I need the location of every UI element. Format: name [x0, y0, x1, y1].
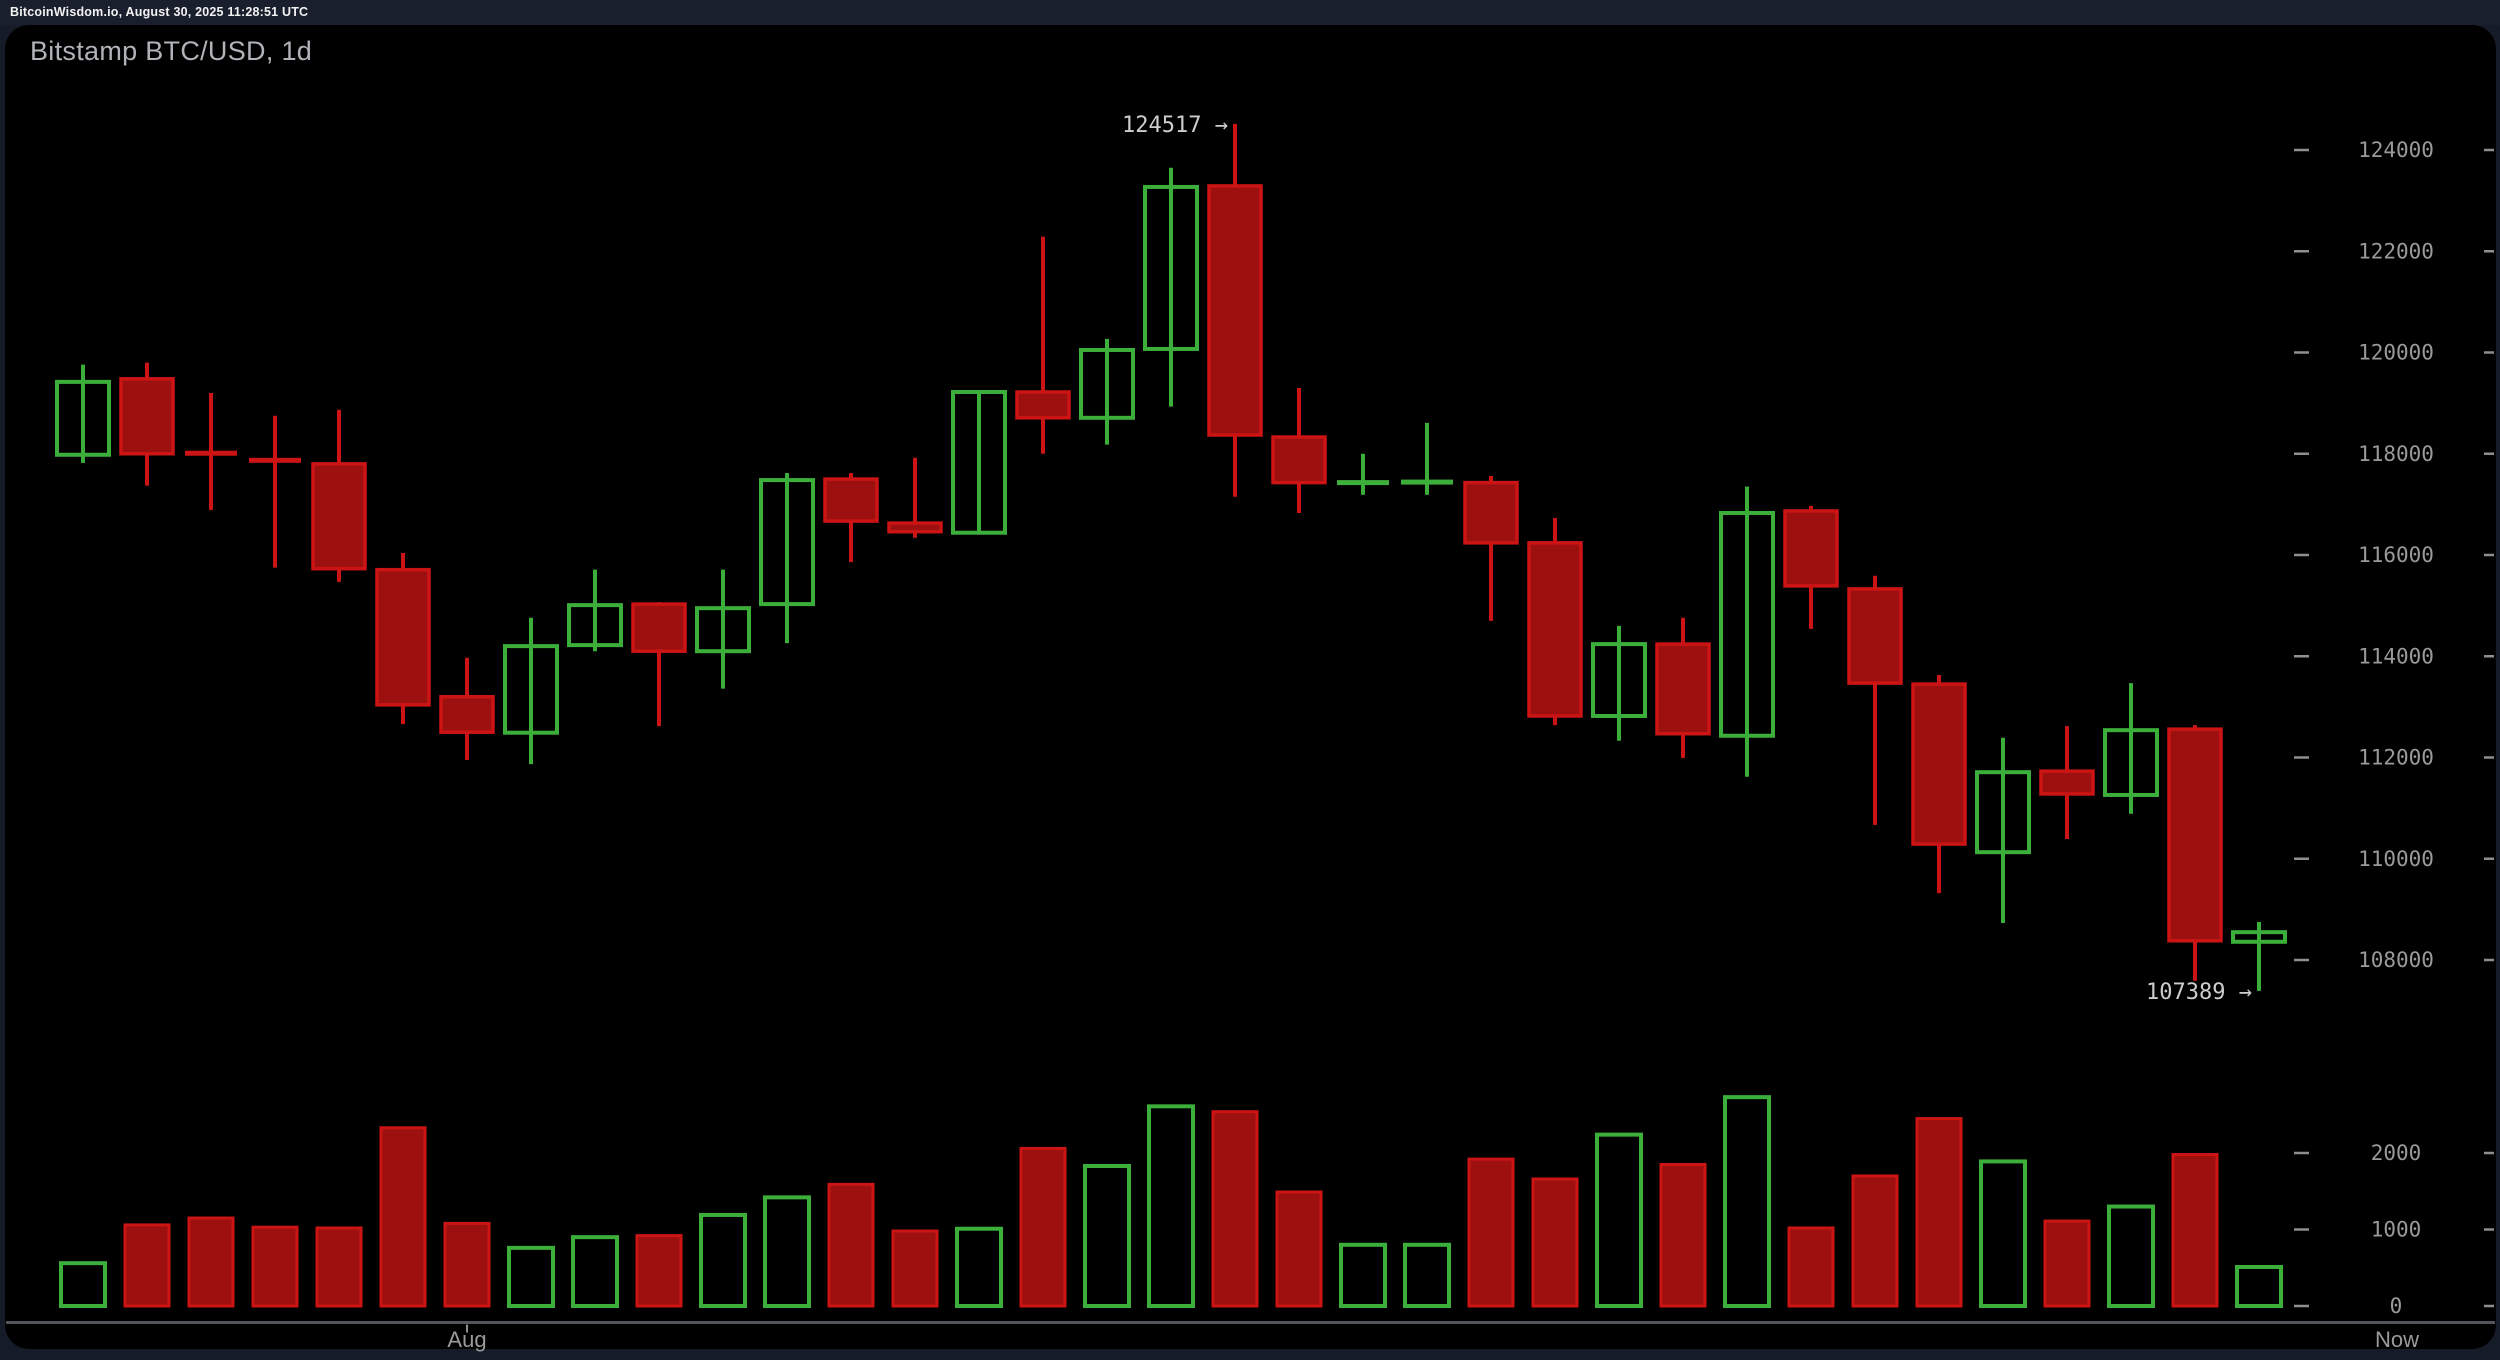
volume-bar-down [1275, 1190, 1323, 1308]
volume-bar-up [507, 1245, 555, 1308]
candle-body-down [439, 695, 495, 734]
volume-bar-up [59, 1261, 107, 1309]
x-axis-label: Aug [447, 1327, 486, 1352]
candle-body-up [503, 644, 559, 735]
price-axis-label: 118000 [2358, 442, 2434, 466]
candle-body-down [119, 377, 175, 456]
volume-bar-down [891, 1229, 939, 1308]
candle-body-doji [249, 457, 301, 463]
volume-bar-up [1595, 1132, 1643, 1309]
volume-bar-up [571, 1235, 619, 1309]
candle-body-down [1911, 682, 1967, 846]
candle-body-down [1783, 509, 1839, 588]
volume-bar-up [763, 1195, 811, 1308]
volume-bar-down [1787, 1226, 1835, 1308]
candle-body-down [1847, 587, 1903, 685]
candle-body-up [2231, 930, 2287, 944]
volume-bar-down [1851, 1174, 1899, 1308]
candle-body-up [1143, 184, 1199, 351]
price-axis-label: 122000 [2358, 239, 2434, 263]
candle-body-down [1527, 541, 1583, 718]
candle-body-up [1591, 642, 1647, 718]
volume-bar-down [1467, 1157, 1515, 1308]
volume-bar-down [123, 1223, 171, 1308]
price-annotation: 124517 → [1122, 113, 1228, 138]
candle-body-down [823, 477, 879, 523]
candle-body-down [375, 567, 431, 707]
status-bar: BitcoinWisdom.io, August 30, 2025 11:28:… [0, 0, 2500, 25]
candle-body-up [759, 478, 815, 607]
volume-bar-down [379, 1126, 427, 1308]
volume-axis-label: 0 [2390, 1294, 2403, 1318]
volume-bar-down [1915, 1117, 1963, 1308]
price-axis-label: 112000 [2358, 746, 2434, 770]
volume-axis-label: 2000 [2371, 1141, 2422, 1165]
candle-body-up [55, 379, 111, 457]
volume-bar-down [2043, 1219, 2091, 1308]
candle-body-doji [1337, 480, 1389, 486]
chart-title: Bitstamp BTC/USD, 1d [30, 36, 313, 66]
volume-bar-down [827, 1182, 875, 1308]
volume-bar-up [1083, 1164, 1131, 1308]
candle-body-up [1719, 510, 1775, 738]
volume-bar-down [443, 1221, 491, 1308]
volume-bar-up [1147, 1104, 1195, 1308]
candle-body-doji [1401, 479, 1453, 485]
price-annotation: 107389 → [2146, 980, 2252, 1005]
price-axis-label: 124000 [2358, 138, 2434, 162]
candle-body-down [1655, 642, 1711, 736]
volume-bar-up [1979, 1159, 2027, 1309]
x-axis-label: Now [2375, 1327, 2419, 1352]
candle-body-up [695, 606, 751, 654]
volume-bar-up [1403, 1242, 1451, 1309]
price-axis-label: 110000 [2358, 847, 2434, 871]
candle-body-down [1271, 435, 1327, 485]
volume-bar-up [1723, 1095, 1771, 1309]
candle-body-down [2039, 769, 2095, 796]
candle-body-down [2167, 727, 2223, 943]
volume-bar-down [315, 1226, 363, 1308]
candle-body-up [1079, 347, 1135, 420]
volume-bar-up [2235, 1264, 2283, 1308]
price-axis-label: 116000 [2358, 543, 2434, 567]
candle-body-down [1463, 480, 1519, 545]
candle-body-up [951, 389, 1007, 535]
volume-bar-down [251, 1225, 299, 1308]
price-axis-label: 120000 [2358, 341, 2434, 365]
candle-body-up [2103, 728, 2159, 797]
volume-bar-down [1659, 1162, 1707, 1308]
volume-axis-label: 1000 [2371, 1218, 2422, 1242]
candle-body-up [567, 603, 623, 648]
volume-bar-up [2107, 1204, 2155, 1309]
candle-body-up [1975, 770, 2031, 855]
volume-bar-down [635, 1234, 683, 1308]
volume-bar-down [1211, 1110, 1259, 1308]
candle-body-down [631, 602, 687, 653]
price-axis-label: 114000 [2358, 644, 2434, 668]
volume-bar-down [2171, 1153, 2219, 1308]
volume-bar-up [955, 1226, 1003, 1308]
candle-body-doji [185, 450, 237, 456]
volume-bar-down [187, 1216, 235, 1308]
candle-body-down [1207, 184, 1263, 437]
candle-body-down [311, 462, 367, 571]
candle-body-down [1015, 390, 1071, 420]
price-axis-label: 108000 [2358, 948, 2434, 972]
volume-bar-up [1339, 1242, 1387, 1309]
volume-bar-up [699, 1212, 747, 1308]
volume-bar-down [1531, 1177, 1579, 1308]
candle-body-down [887, 521, 943, 534]
status-bar-text: BitcoinWisdom.io, August 30, 2025 11:28:… [10, 5, 309, 19]
volume-bar-down [1019, 1146, 1067, 1308]
